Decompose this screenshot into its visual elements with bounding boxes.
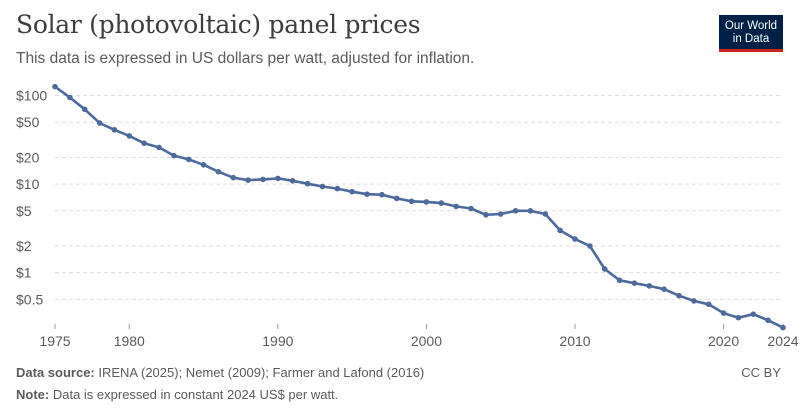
y-tick-label: $10 [16, 176, 40, 192]
data-point [215, 168, 222, 175]
x-tick-label: 2024 [767, 333, 798, 349]
data-point [304, 180, 311, 187]
data-point [542, 211, 549, 217]
data-point [289, 178, 296, 184]
data-point [156, 144, 162, 151]
owid-logo[interactable]: Our World in Data [719, 15, 783, 52]
note-label: Note: [16, 387, 50, 402]
y-tick-label: $5 [16, 203, 32, 219]
data-point [126, 133, 133, 139]
data-point [631, 280, 638, 287]
data-point [497, 211, 504, 217]
data-point [735, 314, 742, 321]
x-tick-label: 1980 [114, 333, 145, 349]
data-point [319, 183, 326, 190]
y-tick-label: $50 [16, 114, 40, 130]
data-point [141, 140, 147, 146]
y-tick-label: $2 [16, 238, 32, 254]
data-point [587, 243, 593, 249]
data-point [379, 191, 385, 198]
data-point [616, 277, 623, 284]
series-layer [52, 83, 786, 331]
chart-note: Note: Data is expressed in constant 2024… [16, 387, 338, 402]
data-source-text[interactable]: IRENA (2025); Nemet (2009); Farmer and L… [98, 365, 425, 380]
data-point [185, 156, 192, 163]
data-point [468, 205, 474, 212]
data-point [349, 188, 355, 195]
note-text: Data is expressed in constant 2024 US$ p… [52, 387, 339, 402]
y-tick-label: $100 [16, 88, 47, 104]
data-point [230, 174, 237, 181]
logo-line-2: in Data [732, 33, 770, 45]
data-point [423, 199, 430, 205]
data-point [67, 94, 73, 101]
data-point [393, 195, 400, 202]
data-point [171, 152, 177, 159]
data-point [676, 292, 682, 299]
x-tick-label: 2010 [559, 333, 590, 349]
data-point [720, 310, 727, 316]
data-point [572, 236, 578, 242]
data-point [691, 298, 697, 304]
logo-line-1: Our World [724, 20, 778, 32]
grid-lines [55, 95, 783, 300]
y-axis-tick-labels: $100 $50 $20 $10 $5 $2 $1 $0.5 [16, 88, 47, 308]
chart-subtitle: This data is expressed in US dollars per… [16, 50, 475, 67]
data-source: Data source: IRENA (2025); Nemet (2009);… [16, 365, 424, 380]
data-point [96, 120, 103, 126]
data-point [81, 106, 88, 113]
data-point [705, 301, 712, 308]
x-axis-tick-labels: 1975 1980 1990 2000 2010 2020 2024 [39, 324, 799, 349]
data-source-label: Data source: [16, 365, 95, 380]
data-point [765, 317, 771, 324]
license-link[interactable]: CC BY [741, 365, 781, 380]
data-point [52, 83, 58, 90]
chart-title: Solar (photovoltaic) panel prices [16, 10, 421, 39]
data-point [483, 212, 489, 218]
data-point [646, 283, 653, 289]
y-tick-label: $20 [16, 149, 40, 165]
x-tick-label: 2020 [708, 333, 739, 349]
data-point [601, 266, 608, 272]
data-point [334, 185, 341, 192]
data-point [438, 200, 445, 206]
data-point [408, 198, 415, 205]
data-point [260, 176, 266, 183]
x-tick-label: 1990 [262, 333, 293, 349]
data-point [111, 127, 118, 133]
y-tick-label: $0.5 [16, 291, 43, 307]
data-point [780, 324, 786, 331]
data-point [661, 286, 667, 293]
data-point [364, 191, 370, 197]
data-point [453, 203, 459, 210]
data-point [245, 177, 251, 183]
series-line [54, 85, 784, 329]
x-tick-label: 2000 [411, 333, 442, 349]
data-point [200, 162, 207, 168]
x-tick-label: 1975 [39, 333, 70, 349]
data-point [512, 208, 519, 214]
data-point [750, 311, 757, 318]
y-tick-label: $1 [16, 265, 32, 281]
data-point [275, 175, 281, 182]
data-point [527, 208, 534, 214]
data-point [557, 227, 563, 234]
